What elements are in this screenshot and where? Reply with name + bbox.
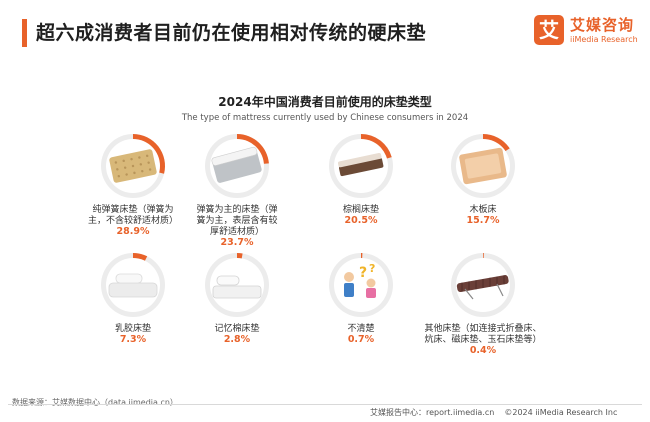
pie-group: 其他床垫（如连接式折叠床、炕床、磁床垫、玉石床垫等）0.4% — [424, 253, 542, 356]
value-label: 7.3% — [120, 334, 147, 345]
value-label: 2.8% — [224, 334, 251, 345]
category-label: 乳胶床垫 — [115, 322, 151, 334]
value-label: 28.9% — [117, 226, 150, 237]
value-label: 15.7% — [467, 215, 500, 226]
category-label: 不清楚 — [347, 322, 374, 334]
svg-text:?: ? — [369, 262, 375, 275]
logo-name-en: iiMedia Research — [570, 35, 638, 44]
spring-mattress-icon — [109, 149, 157, 183]
footer-divider — [8, 404, 642, 405]
value-label: 23.7% — [221, 237, 254, 248]
footer: 艾媒报告中心：report.iimedia.cn ©2024 iiMedia Re… — [370, 407, 617, 418]
value-label: 0.4% — [470, 345, 497, 356]
svg-text:?: ? — [359, 265, 367, 281]
latex-mattress-icon — [108, 273, 158, 298]
category-label: 其他床垫（如连接式折叠床、 — [424, 322, 541, 334]
category-label: 弹簧为主的床垫（弹 — [196, 203, 277, 215]
category-label: 木板床 — [469, 203, 496, 215]
category-label: 簧为主，表层含有较 — [196, 214, 277, 226]
memory-foam-mattress-icon — [212, 275, 262, 299]
pie-inner-disc — [334, 258, 388, 312]
category-label: 主，不含较舒适材质） — [88, 214, 178, 226]
palm-mattress-icon — [337, 152, 384, 177]
value-label: 20.5% — [345, 215, 378, 226]
folding-bed-icon — [456, 275, 509, 300]
copyright-text: ©2024 iiMedia Research Inc — [504, 408, 618, 417]
category-label: 厚舒适材质） — [210, 225, 264, 237]
category-label: 棕榈床垫 — [343, 203, 379, 215]
report-center-text: 艾媒报告中心：report.iimedia.cn — [370, 408, 495, 417]
category-label: 纯弹簧床垫（弹簧为 — [92, 203, 173, 215]
chart-subtitle: The type of mattress currently used by C… — [181, 113, 469, 123]
pie-group: 纯弹簧床垫（弹簧为主，不含较舒适材质）28.9% — [88, 134, 178, 237]
page-title: 超六成消费者目前仍在使用相对传统的硬床垫 — [36, 22, 427, 44]
logo-name-cn: 艾媒咨询 — [570, 16, 635, 34]
category-label: 记忆棉床垫 — [214, 322, 259, 334]
pie-inner-disc — [210, 258, 264, 312]
logo-mark-icon: 艾 — [534, 15, 564, 45]
value-label: 0.7% — [348, 334, 375, 345]
category-label: 炕床、磁床垫、玉石床垫等） — [424, 333, 541, 345]
confused-people-icon: ?? — [344, 262, 376, 298]
chart-title: 2024年中国消费者目前使用的床垫类型 — [218, 95, 432, 109]
title-accent-bar — [22, 19, 27, 47]
brand-logo: 艾 艾媒咨询 iiMedia Research — [534, 14, 644, 54]
wooden-bed-icon — [459, 147, 507, 185]
spring-comfort-mattress-icon — [211, 146, 262, 183]
data-source: 数据来源：艾媒数据中心（data.iimedia.cn） — [12, 398, 178, 407]
